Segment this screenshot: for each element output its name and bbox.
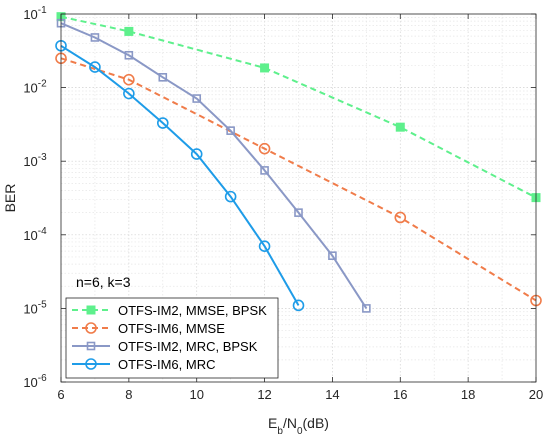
data-point bbox=[328, 251, 337, 261]
data-point bbox=[258, 142, 271, 155]
x-axis-label-main: E bbox=[268, 415, 277, 431]
data-point bbox=[260, 166, 269, 175]
x-tick-label: 10 bbox=[189, 387, 203, 402]
x-axis-label-sub1: b bbox=[277, 426, 283, 437]
grid bbox=[61, 14, 536, 382]
data-point bbox=[260, 63, 270, 73]
y-tick-label: 10-1 bbox=[23, 5, 47, 22]
y-tick-label: 10-3 bbox=[23, 152, 47, 169]
x-tick-labels: 6 8 10 12 14 16 18 20 bbox=[57, 387, 543, 402]
axis-ticks bbox=[60, 13, 537, 383]
series-line bbox=[60, 57, 537, 302]
data-point bbox=[362, 304, 371, 313]
legend-item: OTFS-IM6, MMSE bbox=[72, 321, 225, 336]
data-point bbox=[394, 211, 407, 224]
data-point bbox=[226, 126, 235, 135]
legend-label: OTFS-IM6, MRC bbox=[118, 357, 216, 372]
x-tick-label: 18 bbox=[461, 387, 475, 402]
data-point bbox=[190, 148, 203, 160]
series-3 bbox=[56, 18, 371, 313]
y-tick-label: 10-6 bbox=[23, 373, 47, 390]
legend-item: OTFS-IM2, MMSE, BPSK bbox=[72, 303, 267, 318]
x-axis-label-sub2: 0 bbox=[297, 426, 303, 437]
legend-label: OTFS-IM2, MMSE, BPSK bbox=[118, 303, 267, 318]
legend-marker bbox=[86, 341, 96, 351]
data-point bbox=[158, 73, 168, 82]
data-point bbox=[224, 190, 237, 203]
x-axis-label-tail: (dB) bbox=[303, 415, 329, 431]
x-axis-label-mid: /N bbox=[283, 415, 297, 431]
y-tick-label: 10-4 bbox=[23, 226, 47, 243]
legend: OTFS-IM2, MMSE, BPSK OTFS-IM6, MMSE OTFS-I… bbox=[65, 297, 279, 379]
x-tick-label: 6 bbox=[57, 387, 64, 402]
x-tick-label: 12 bbox=[257, 387, 271, 402]
legend-label: OTFS-IM6, MMSE bbox=[118, 321, 225, 336]
data-point bbox=[89, 61, 101, 73]
data-point bbox=[292, 299, 305, 312]
data-point bbox=[124, 26, 134, 36]
data-point bbox=[395, 122, 405, 132]
x-tick-label: 20 bbox=[529, 387, 543, 402]
data-point bbox=[258, 240, 271, 253]
data-point bbox=[192, 94, 202, 103]
y-tick-labels: 10-6 10-5 10-4 10-3 10-2 10-1 bbox=[23, 5, 47, 390]
legend-marker bbox=[85, 322, 97, 334]
data-point bbox=[124, 50, 134, 60]
x-tick-label: 14 bbox=[325, 387, 339, 402]
data-point bbox=[123, 87, 135, 100]
y-axis-label: BER bbox=[2, 184, 18, 213]
legend-marker bbox=[85, 358, 97, 370]
legend-item: OTFS-IM2, MRC, BPSK bbox=[72, 339, 258, 354]
data-point bbox=[90, 33, 100, 42]
data-point bbox=[123, 73, 135, 86]
plot-frame bbox=[60, 13, 537, 383]
y-tick-label: 10-5 bbox=[23, 299, 47, 316]
data-point bbox=[156, 117, 169, 129]
y-tick-label: 10-2 bbox=[23, 79, 47, 96]
annotation-text: n=6, k=3 bbox=[76, 274, 131, 290]
x-tick-label: 8 bbox=[125, 387, 132, 402]
series-line bbox=[60, 44, 300, 306]
x-axis-label: Eb/N0(dB) bbox=[268, 415, 329, 437]
series-line bbox=[60, 22, 368, 309]
legend-label: OTFS-IM2, MRC, BPSK bbox=[118, 339, 258, 354]
data-point bbox=[294, 208, 303, 217]
legend-marker bbox=[86, 305, 96, 315]
legend-item: OTFS-IM6, MRC bbox=[72, 357, 216, 372]
x-tick-label: 16 bbox=[393, 387, 407, 402]
